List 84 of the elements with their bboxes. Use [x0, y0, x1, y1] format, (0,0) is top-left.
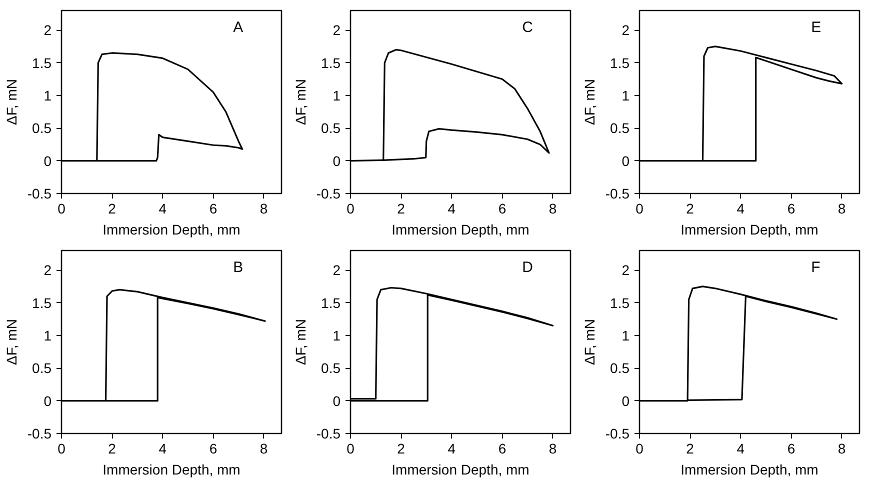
annotation: C	[522, 19, 534, 36]
y-tick-label: 0.5	[321, 360, 341, 376]
y-tick-label: 0.5	[610, 120, 630, 136]
x-tick-label: 8	[548, 440, 557, 456]
x-axis-title: Immersion Depth, mm	[680, 462, 818, 478]
y-axis-title: ΔF, mN	[581, 319, 598, 365]
y-axis-title: ΔF, mN	[292, 319, 308, 365]
annotation: B	[233, 259, 244, 276]
y-tick-label: 2	[332, 262, 341, 278]
y-tick-label: 1	[622, 87, 630, 104]
x-tick-label: 0	[58, 200, 66, 216]
y-tick-label: 2	[622, 22, 630, 38]
y-tick-label: 0	[622, 152, 630, 169]
y-tick-label: 2	[332, 22, 341, 38]
annotation: E	[811, 19, 822, 36]
x-tick-label: 4	[158, 200, 167, 216]
y-tick-label: 0	[332, 152, 341, 169]
y-tick-label: 0	[332, 392, 341, 409]
x-tick-label: 8	[838, 440, 846, 456]
y-axis-title: ΔF, mN	[581, 79, 598, 125]
y-tick-label: 0	[44, 152, 52, 169]
x-axis-title: Immersion Depth, mm	[102, 222, 240, 238]
y-tick-label: 1.5	[610, 54, 630, 71]
y-tick-label: -0.5	[316, 426, 341, 442]
y-tick-label: 1.5	[321, 54, 341, 71]
x-axis-title: Immersion Depth, mm	[680, 222, 818, 238]
x-tick-label: 0	[636, 200, 644, 216]
x-axis-title: Immersion Depth, mm	[392, 222, 530, 238]
x-tick-label: 0	[58, 440, 66, 456]
y-tick-label: 0	[44, 392, 52, 409]
y-tick-label: -0.5	[605, 426, 630, 442]
x-tick-label: 4	[736, 440, 745, 456]
y-axis-title: ΔF, mN	[3, 79, 20, 125]
y-tick-label: 1.5	[32, 54, 52, 71]
x-tick-label: 8	[548, 200, 557, 216]
y-tick-label: 1.5	[32, 294, 52, 311]
x-tick-label: 4	[448, 200, 456, 216]
y-tick-label: 1	[44, 327, 52, 344]
y-tick-label: 1	[332, 327, 341, 344]
x-tick-label: 2	[397, 440, 406, 456]
x-tick-label: 6	[498, 200, 506, 216]
annotation: A	[233, 19, 244, 36]
x-tick-label: 2	[686, 200, 694, 216]
y-tick-label: 1.5	[321, 294, 341, 311]
x-tick-label: 6	[498, 440, 506, 456]
y-tick-label: 0.5	[32, 120, 52, 136]
x-tick-label: 2	[108, 440, 116, 456]
y-tick-label: 0	[622, 392, 630, 409]
x-tick-label: 0	[346, 200, 355, 216]
x-tick-label: 4	[736, 200, 745, 216]
y-axis-title: ΔF, mN	[3, 319, 20, 365]
x-tick-label: 2	[686, 440, 694, 456]
x-tick-label: 4	[448, 440, 456, 456]
x-axis-title: Immersion Depth, mm	[392, 462, 530, 478]
y-axis-title: ΔF, mN	[292, 79, 308, 125]
x-tick-label: 6	[787, 440, 796, 456]
y-tick-label: -0.5	[27, 186, 52, 202]
x-tick-label: 6	[209, 200, 218, 216]
y-tick-label: 2	[622, 262, 630, 278]
x-tick-label: 0	[346, 440, 355, 456]
y-tick-label: -0.5	[316, 186, 341, 202]
x-tick-label: 8	[260, 200, 268, 216]
y-tick-label: 2	[44, 22, 52, 38]
y-tick-label: 2	[44, 262, 52, 278]
x-tick-label: 8	[260, 440, 268, 456]
x-tick-label: 8	[838, 200, 846, 216]
x-tick-label: 2	[397, 200, 406, 216]
y-tick-label: 1	[44, 87, 52, 104]
x-tick-label: 6	[209, 440, 218, 456]
y-tick-label: 0.5	[610, 360, 630, 376]
y-tick-label: 1	[622, 327, 630, 344]
y-tick-label: 0.5	[32, 360, 52, 376]
y-tick-label: 0.5	[321, 120, 341, 136]
y-tick-label: 1.5	[610, 294, 630, 311]
x-tick-label: 0	[636, 440, 644, 456]
annotation: F	[811, 259, 820, 276]
y-tick-label: -0.5	[605, 186, 630, 202]
annotation: D	[522, 259, 534, 276]
x-tick-label: 4	[158, 440, 167, 456]
x-tick-label: 6	[787, 200, 796, 216]
x-tick-label: 2	[108, 200, 116, 216]
y-tick-label: -0.5	[27, 426, 52, 442]
x-axis-title: Immersion Depth, mm	[102, 462, 240, 478]
y-tick-label: 1	[332, 87, 341, 104]
